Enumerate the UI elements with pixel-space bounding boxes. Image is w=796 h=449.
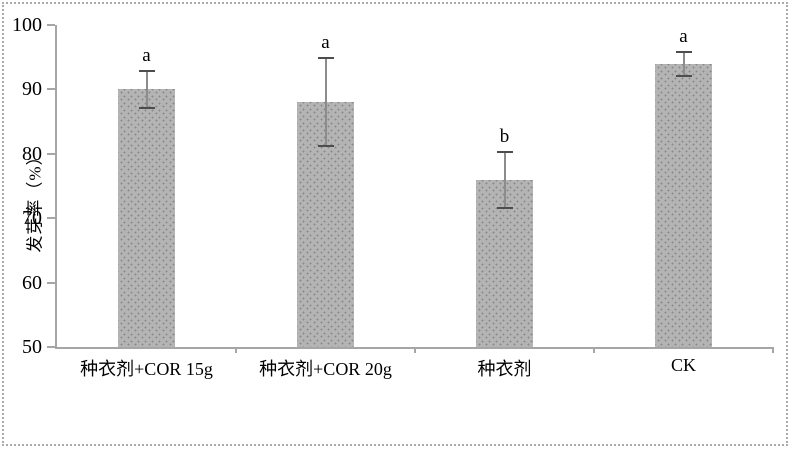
error-bar-1 — [138, 70, 155, 109]
error-bar-cap — [496, 150, 513, 153]
y-tick-mark — [47, 24, 55, 26]
error-bar-line — [682, 50, 685, 77]
x-tick-mark — [235, 347, 237, 353]
x-tick-mark — [414, 347, 416, 353]
error-bar-line — [145, 70, 148, 109]
y-tick-label: 70 — [22, 207, 42, 230]
y-tick-label: 90 — [22, 78, 42, 101]
y-tick-mark — [47, 346, 55, 348]
x-category-label: 种衣剂+COR 15g — [80, 359, 213, 379]
significance-letter-2: a — [321, 32, 330, 54]
y-tick-mark — [47, 88, 55, 91]
error-bar-2 — [317, 57, 334, 148]
error-bar-cap — [138, 106, 155, 109]
bar-4 — [655, 63, 712, 347]
significance-letter-1: a — [142, 45, 151, 67]
bar-1 — [118, 89, 175, 347]
error-bar-cap — [317, 145, 334, 148]
y-tick-mark — [47, 152, 55, 155]
significance-letter-3: b — [499, 125, 510, 147]
error-bar-3 — [496, 150, 513, 209]
error-bar-cap — [496, 206, 513, 209]
error-bar-cap — [317, 57, 334, 60]
x-category-label: 种衣剂 — [477, 359, 532, 379]
plot-area: a a b a — [55, 25, 773, 349]
y-tick-label: 80 — [22, 142, 42, 165]
x-tick-mark — [772, 347, 774, 353]
x-category-label: 种衣剂+COR 20g — [259, 359, 392, 379]
x-tick-mark — [593, 347, 595, 353]
y-tick-mark — [47, 217, 55, 220]
error-bar-4 — [675, 50, 692, 77]
y-tick-label: 100 — [12, 14, 42, 36]
y-tick-mark — [47, 281, 55, 284]
significance-letter-4: a — [679, 25, 688, 47]
x-category-label: CK — [670, 355, 696, 375]
y-tick-label: 50 — [22, 336, 42, 358]
error-bar-cap — [675, 50, 692, 53]
error-bar-cap — [138, 70, 155, 73]
error-bar-cap — [675, 74, 692, 77]
y-tick-label: 60 — [22, 271, 42, 294]
error-bar-line — [503, 150, 506, 209]
error-bar-line — [324, 57, 327, 148]
